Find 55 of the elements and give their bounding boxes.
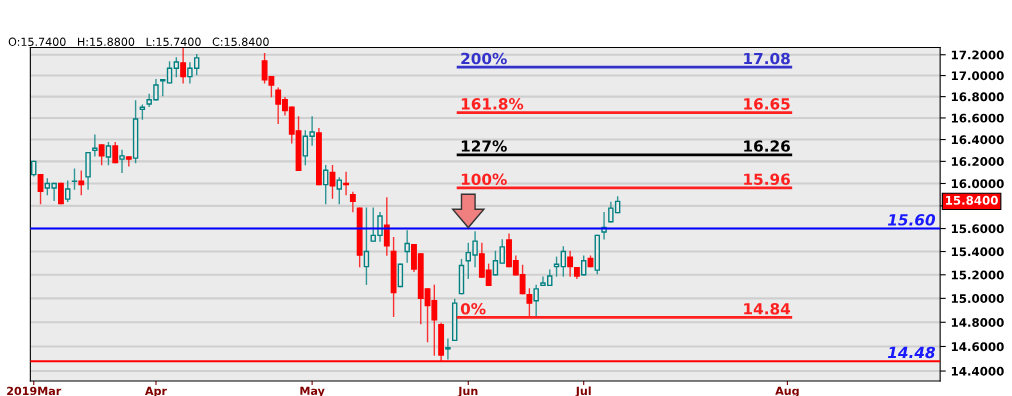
candlestick <box>397 263 404 288</box>
candlestick <box>526 288 533 317</box>
ref-line-label: 14.48 <box>887 346 936 359</box>
candlestick <box>567 250 574 277</box>
y-tick-label: 15.4000 <box>951 247 1004 257</box>
ref-line-label: 16.26 <box>744 140 790 152</box>
y-tick-label: 16.2000 <box>951 157 1004 167</box>
annotation: 100% <box>461 173 507 185</box>
candlestick <box>580 255 587 276</box>
y-tick-label: 14.4000 <box>951 366 1004 376</box>
x-tick-label: 2019Mar <box>7 386 62 396</box>
candlestick <box>322 165 329 205</box>
text: 15.8400 <box>946 195 998 205</box>
annotation: 161.8% <box>461 98 524 110</box>
candlestick <box>404 230 410 263</box>
y-tick-label: 16.4000 <box>951 135 1004 145</box>
y-tick-label: 14.8000 <box>951 317 1004 327</box>
candlestick <box>349 191 356 213</box>
candlestick <box>64 180 71 203</box>
candlestick <box>57 182 64 205</box>
candlestick <box>166 61 173 84</box>
y-tick-label: 17.2000 <box>951 50 1004 60</box>
annotation: 200% <box>461 52 507 65</box>
candlestick <box>445 338 451 360</box>
candlestick <box>173 57 180 78</box>
candlestick <box>112 142 119 164</box>
y-tick-label: 16.6000 <box>951 113 1004 123</box>
ref-line-label: 16.65 <box>744 98 790 110</box>
ref-line-label: 14.84 <box>744 302 791 315</box>
candlestick <box>533 284 539 317</box>
y-tick-label: 16.8000 <box>951 92 1004 102</box>
y-tick-label: 16.0000 <box>951 179 1004 189</box>
ref-line-label: 15.60 <box>887 214 936 226</box>
candlestick <box>363 207 370 285</box>
candlestick <box>105 142 112 166</box>
ref-line-label: 17.08 <box>744 52 790 65</box>
candlestick <box>343 171 350 196</box>
y-tick-label: 15.2000 <box>951 270 1004 280</box>
annotation: 0% <box>460 302 486 315</box>
ref-line-label: 15.96 <box>744 173 790 185</box>
y-tick-label: 15.6000 <box>951 224 1004 234</box>
candlestick <box>336 177 343 205</box>
candlestick <box>92 134 98 157</box>
y-tick-label: 17.0000 <box>951 71 1004 81</box>
y-tick-label: 15.0000 <box>951 294 1004 304</box>
candlestick <box>125 156 132 167</box>
text: O:15.7400 H:15.8800 L:15.7400 C:15.8400 <box>8 37 269 46</box>
candlestick <box>383 197 390 256</box>
candlestick <box>180 47 187 84</box>
candlestick <box>560 246 567 277</box>
candlestick <box>119 149 125 174</box>
candlestick <box>98 144 105 166</box>
annotation: 127% <box>461 140 507 152</box>
y-tick-label: 14.6000 <box>951 342 1004 352</box>
candlestick <box>78 170 85 196</box>
